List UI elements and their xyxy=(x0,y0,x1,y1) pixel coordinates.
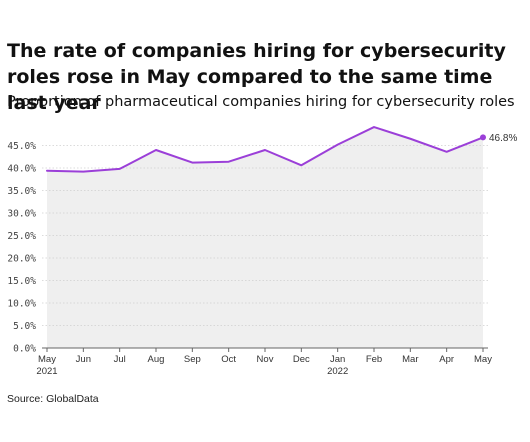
y-tick-label: 0.0% xyxy=(13,344,36,355)
y-tick-label: 30.0% xyxy=(7,209,36,220)
x-tick-label: Feb xyxy=(366,354,382,365)
x-tick-year-label: 2021 xyxy=(36,366,57,377)
x-tick-label: Aug xyxy=(148,354,165,365)
y-tick-label: 40.0% xyxy=(7,164,36,175)
x-tick-label: Nov xyxy=(257,354,274,365)
source-note: Source: GlobalData xyxy=(7,393,99,405)
x-tick-label: May xyxy=(38,354,56,365)
x-tick-label: Mar xyxy=(402,354,418,365)
x-tick-label: Apr xyxy=(439,354,454,365)
area-fill xyxy=(47,127,483,348)
x-tick-year-label: 2022 xyxy=(327,366,348,377)
x-tick-label: Jan xyxy=(330,354,345,365)
end-point-marker xyxy=(480,134,486,141)
x-tick-label: May xyxy=(474,354,492,365)
x-tick-label: Sep xyxy=(184,354,201,365)
x-tick-label: Dec xyxy=(293,354,310,365)
y-tick-label: 20.0% xyxy=(7,254,36,265)
y-tick-label: 35.0% xyxy=(7,186,36,197)
x-tick-label: Jul xyxy=(114,354,126,365)
chart-subtitle: Proportion of pharmaceutical companies h… xyxy=(7,94,515,110)
chart-title: The rate of companies hiring for cyberse… xyxy=(7,40,506,114)
y-tick-label: 45.0% xyxy=(7,141,36,152)
x-tick-label: Jun xyxy=(76,354,91,365)
y-tick-label: 5.0% xyxy=(13,321,36,332)
y-tick-label: 10.0% xyxy=(7,299,36,310)
x-tick-label: Oct xyxy=(221,354,236,365)
y-tick-label: 25.0% xyxy=(7,231,36,242)
end-value-label: 46.8% xyxy=(489,133,517,144)
y-tick-label: 15.0% xyxy=(7,276,36,287)
series-line xyxy=(46,126,484,173)
